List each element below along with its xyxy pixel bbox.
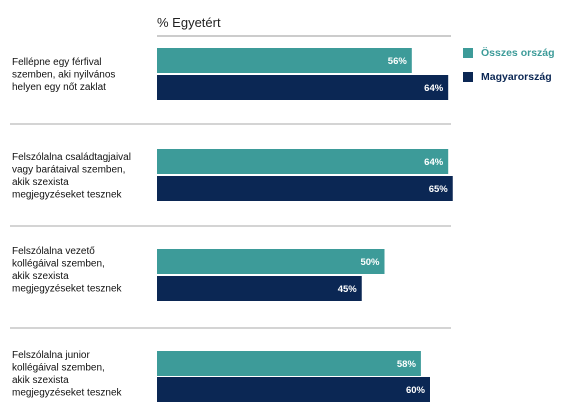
category-label-1-line-2: szemben, aki nyilvános [12, 70, 115, 81]
category-label-2-line-1: Felszólalna családtagjaival [12, 152, 131, 163]
chart-title: % Egyetért [157, 15, 221, 30]
category-label-4-line-3: akik szexista [12, 375, 69, 386]
data-label-series-1-4: 58% [397, 359, 417, 370]
data-label-series-2-3: 45% [338, 284, 358, 295]
category-label-2-line-3: akik szexista [12, 177, 69, 188]
data-label-series-2-2: 65% [429, 184, 449, 195]
category-label-3-line-1: Felszólalna vezető [12, 246, 95, 257]
category-label-2: Felszólalna családtagjaival vagy barátaiv… [12, 152, 131, 201]
category-label-3: Felszólalna vezető kollégáival szemben, ak… [12, 246, 123, 295]
data-label-series-1-1: 56% [388, 56, 408, 67]
category-label-4-line-2: kollégáival szemben, [12, 363, 105, 374]
bar-series-1-4 [157, 351, 421, 376]
data-label-series-1-2: 64% [424, 157, 444, 168]
bar-series-1-2 [157, 149, 449, 174]
bar-series-2-1 [157, 75, 449, 100]
bar-series-2-3 [157, 276, 362, 301]
category-label-3-line-3: akik szexista [12, 271, 69, 282]
plot-area: Fellépne egy férfival szemben, aki nyilvá… [10, 48, 453, 402]
legend-label-series-1: Összes ország [481, 47, 555, 59]
category-label-2-line-2: vagy barátaival szemben, [12, 165, 125, 176]
legend-swatch-series-2 [463, 72, 473, 82]
category-label-4: Felszólalna junior kollégáival szemben, ak… [12, 350, 123, 399]
bar-series-2-2 [157, 176, 453, 201]
category-label-4-line-4: megjegyzéseket tesznek [12, 388, 123, 399]
legend-swatch-series-1 [463, 48, 473, 58]
data-label-series-2-1: 64% [424, 83, 444, 94]
bar-series-1-1 [157, 48, 412, 73]
category-label-2-line-4: megjegyzéseket tesznek [12, 190, 123, 201]
category-label-1: Fellépne egy férfival szemben, aki nyilvá… [12, 57, 115, 93]
legend-label-series-2: Magyarország [481, 71, 552, 83]
category-label-3-line-4: megjegyzéseket tesznek [12, 284, 123, 295]
category-label-1-line-3: helyen egy nőt zaklat [12, 82, 106, 93]
category-label-4-line-1: Felszólalna junior [12, 350, 90, 361]
bar-series-2-4 [157, 377, 430, 402]
data-label-series-1-3: 50% [360, 257, 380, 268]
data-label-series-2-4: 60% [406, 385, 426, 396]
category-label-3-line-2: kollégáival szemben, [12, 259, 105, 270]
bar-series-1-3 [157, 249, 385, 274]
category-label-1-line-1: Fellépne egy férfival [12, 57, 102, 68]
